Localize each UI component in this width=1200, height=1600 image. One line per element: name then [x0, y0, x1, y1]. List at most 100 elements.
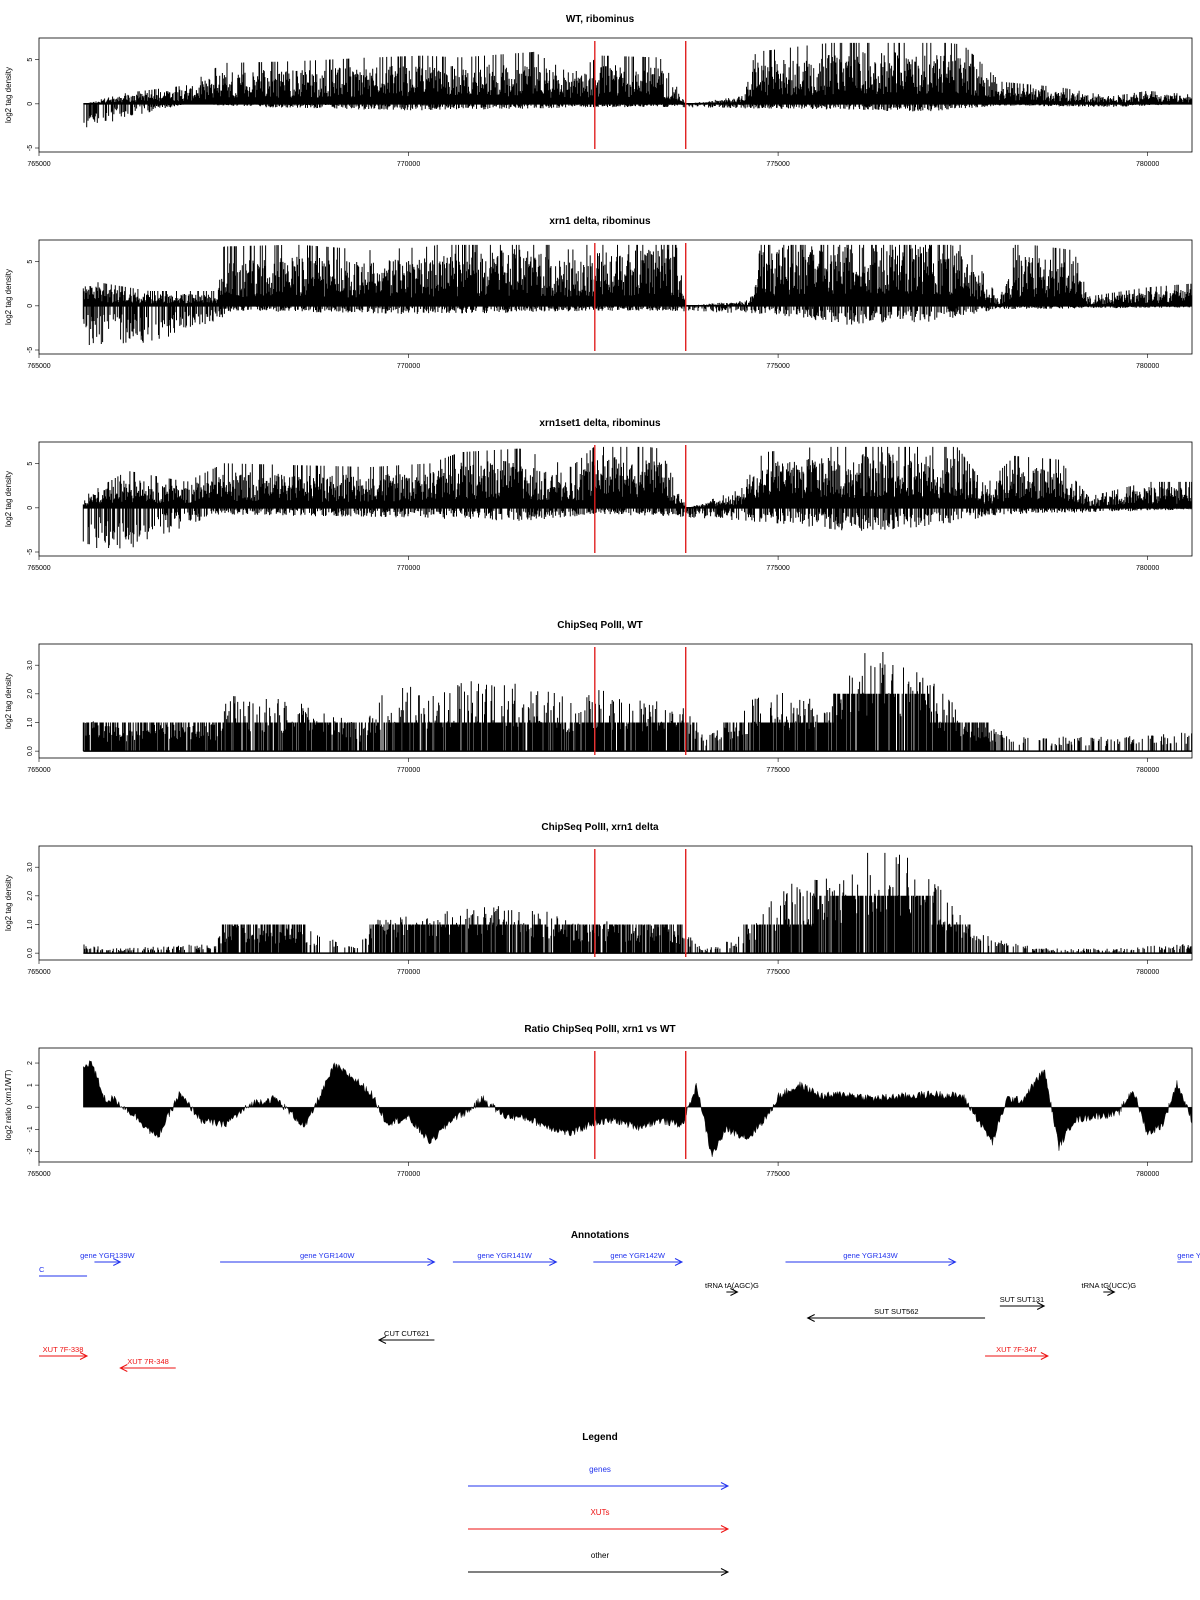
- feature-arrow-arrowhead: [427, 1258, 436, 1266]
- legend-item: other: [468, 1551, 730, 1576]
- y-tick-label: 5: [27, 58, 34, 62]
- panel-title: xrn1set1 delta, ribominus: [539, 418, 661, 429]
- feature-arrow-arrowhead: [1040, 1352, 1049, 1360]
- y-axis-label: log2 tag density: [4, 673, 13, 729]
- x-tick-label: 765000: [27, 969, 50, 976]
- x-tick-label: 780000: [1136, 1171, 1159, 1178]
- annotation-feature: XUT 7R-348: [119, 1357, 176, 1372]
- feature-arrow-arrowhead: [549, 1258, 558, 1266]
- feature-label: gene YGR139W: [80, 1251, 135, 1260]
- y-axis-label: log2 ratio (xrn1/WT): [4, 1069, 13, 1140]
- annotation-feature: gene YGR144: [1177, 1251, 1200, 1263]
- x-tick-label: 770000: [397, 161, 420, 168]
- x-tick-label: 780000: [1136, 363, 1159, 370]
- feature-arrow-arrowhead: [79, 1352, 89, 1360]
- y-tick-label: 2: [27, 1061, 34, 1065]
- density-bar-lines: [82, 446, 1193, 549]
- y-axis-label: log2 tag density: [4, 269, 13, 325]
- panel-title: WT, ribominus: [566, 14, 635, 25]
- annotation-feature: CUT CUT621: [377, 1329, 435, 1344]
- density-bars: [82, 446, 1193, 549]
- feature-label: gene YGR140W: [300, 1251, 355, 1260]
- annotation-feature: C: [39, 1265, 88, 1277]
- legend-arrow-arrowhead: [720, 1525, 730, 1533]
- feature-label: gene YGR141W: [477, 1251, 532, 1260]
- y-tick-label: 2.0: [27, 689, 34, 699]
- y-tick-label: 3.0: [27, 660, 34, 670]
- feature-arrow-arrowhead: [1107, 1288, 1116, 1296]
- legend-label: other: [591, 1551, 610, 1560]
- y-tick-label: 0.0: [27, 746, 34, 756]
- feature-label: gene YGR142W: [610, 1251, 665, 1260]
- y-axis-label: log2 tag density: [4, 67, 13, 123]
- feature-label: XUT 7F-338: [43, 1345, 84, 1354]
- y-tick-label: 0.0: [27, 948, 34, 958]
- feature-arrow-arrowhead: [948, 1258, 957, 1266]
- legend-section: Legend genes XUTs other: [468, 1432, 730, 1576]
- x-tick-label: 770000: [397, 969, 420, 976]
- density-bar-lines: [82, 652, 1193, 752]
- x-tick-label: 775000: [766, 363, 789, 370]
- track-panel: xrn1set1 delta, ribominus log2 tag densit…: [4, 418, 1193, 572]
- x-tick-label: 780000: [1136, 161, 1159, 168]
- x-tick-label: 770000: [397, 363, 420, 370]
- feature-label: tRNA tA(AGC)G: [705, 1281, 759, 1290]
- x-tick-label: 770000: [397, 565, 420, 572]
- x-tick-label: 770000: [397, 1171, 420, 1178]
- y-tick-label: 3.0: [27, 862, 34, 872]
- annotation-feature: gene YGR140W: [220, 1251, 436, 1266]
- legend-title: Legend: [582, 1432, 618, 1443]
- feature-arrow-arrowhead: [377, 1336, 387, 1344]
- x-tick-label: 765000: [27, 767, 50, 774]
- track-panels: WT, ribominus log2 tag density -5 0 5 765000 7…: [4, 14, 1193, 1178]
- y-tick-label: 1.0: [27, 718, 34, 728]
- x-tick-label: 780000: [1136, 969, 1159, 976]
- feature-arrow-arrowhead: [730, 1288, 739, 1296]
- y-tick-label: 5: [27, 462, 34, 466]
- density-bar-lines: [82, 244, 1193, 345]
- panel-title: xrn1 delta, ribominus: [549, 216, 651, 227]
- y-tick-label: -5: [27, 145, 34, 151]
- annotation-feature: tRNA tA(AGC)G: [705, 1281, 759, 1296]
- legend-item: genes: [468, 1465, 730, 1490]
- x-tick-label: 775000: [766, 969, 789, 976]
- annotation-feature: tRNA tG(UCC)G: [1082, 1281, 1137, 1296]
- y-tick-label: 0: [27, 1105, 34, 1109]
- x-tick-label: 780000: [1136, 565, 1159, 572]
- y-tick-label: -2: [27, 1148, 34, 1154]
- x-tick-label: 765000: [27, 161, 50, 168]
- x-tick-label: 775000: [766, 565, 789, 572]
- y-tick-label: 1.0: [27, 920, 34, 930]
- panel-title: Ratio ChipSeq PolII, xrn1 vs WT: [524, 1024, 675, 1035]
- feature-label: tRNA tG(UCC)G: [1082, 1281, 1137, 1290]
- annotations-title: Annotations: [571, 1230, 630, 1241]
- legend-item: XUTs: [468, 1508, 730, 1533]
- density-bar-lines: [83, 852, 1192, 954]
- y-tick-label: 0: [27, 506, 34, 510]
- y-tick-label: 0: [27, 102, 34, 106]
- panel-title: ChipSeq PolII, xrn1 delta: [541, 822, 659, 833]
- annotation-feature: gene YGR139W: [80, 1251, 136, 1266]
- annotation-feature: SUT SUT131: [1000, 1295, 1046, 1310]
- feature-label: SUT SUT131: [1000, 1295, 1044, 1304]
- feature-label: XUT 7F-347: [996, 1345, 1037, 1354]
- feature-arrow-arrowhead: [113, 1258, 122, 1266]
- feature-label: C: [39, 1265, 45, 1274]
- legend-label: genes: [589, 1465, 611, 1474]
- density-bar-lines: [83, 42, 1193, 128]
- feature-label: CUT CUT621: [384, 1329, 429, 1338]
- track-panel: Ratio ChipSeq PolII, xrn1 vs WT log2 rati…: [4, 1024, 1193, 1178]
- plot-frame: [38, 643, 1193, 759]
- track-panel: WT, ribominus log2 tag density -5 0 5 765000 7…: [4, 14, 1193, 168]
- track-panel: xrn1 delta, ribominus log2 tag density -5 0…: [4, 216, 1193, 370]
- ratio-area: [83, 1060, 1193, 1157]
- x-tick-label: 765000: [27, 565, 50, 572]
- x-tick-label: 770000: [397, 767, 420, 774]
- panel-title: ChipSeq PolII, WT: [557, 620, 643, 631]
- y-tick-label: 0: [27, 304, 34, 308]
- feature-label: SUT SUT562: [874, 1307, 918, 1316]
- y-axis-label: log2 tag density: [4, 471, 13, 527]
- x-tick-label: 775000: [766, 161, 789, 168]
